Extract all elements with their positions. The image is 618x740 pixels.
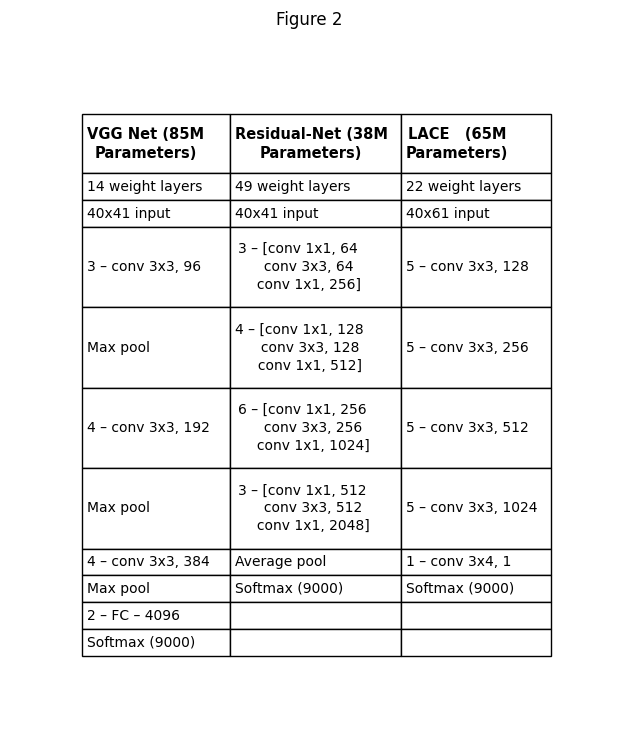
Text: Max pool: Max pool [87,340,150,354]
Bar [401,227,551,307]
Text: Softmax (9000): Softmax (9000) [87,636,195,650]
Bar [230,468,401,548]
Bar [401,468,551,548]
Text: 3 – [conv 1x1, 64
     conv 3x3, 64
     conv 1x1, 256]: 3 – [conv 1x1, 64 conv 3x3, 64 conv 1x1,… [235,242,361,292]
Text: Softmax (9000): Softmax (9000) [406,582,514,596]
Text: VGG Net (85M
Parameters): VGG Net (85M Parameters) [87,127,204,161]
Bar [230,173,401,201]
Bar [82,468,230,548]
Bar [82,115,230,173]
Bar [401,602,551,629]
Text: 4 – [conv 1x1, 128
     conv 3x3, 128
     conv 1x1, 512]: 4 – [conv 1x1, 128 conv 3x3, 128 conv 1x… [235,323,363,372]
Text: 5 – conv 3x3, 128: 5 – conv 3x3, 128 [406,260,529,275]
Text: Max pool: Max pool [87,582,150,596]
Bar [82,173,230,201]
Bar [82,548,230,576]
Bar [82,629,230,656]
Text: Max pool: Max pool [87,502,150,515]
Text: 5 – conv 3x3, 1024: 5 – conv 3x3, 1024 [406,502,538,515]
Text: 5 – conv 3x3, 256: 5 – conv 3x3, 256 [406,340,529,354]
Text: 3 – conv 3x3, 96: 3 – conv 3x3, 96 [87,260,201,275]
Bar [230,629,401,656]
Bar [401,629,551,656]
Text: LACE   (65M
Parameters): LACE (65M Parameters) [406,127,509,161]
Bar [82,388,230,468]
Bar [401,548,551,576]
Bar [82,602,230,629]
Bar [401,388,551,468]
Text: 5 – conv 3x3, 512: 5 – conv 3x3, 512 [406,421,529,435]
Text: Softmax (9000): Softmax (9000) [235,582,343,596]
Bar [82,201,230,227]
Text: 14 weight layers: 14 weight layers [87,180,202,194]
Text: 40x41 input: 40x41 input [235,206,318,221]
Bar [230,576,401,602]
Bar [230,602,401,629]
Text: 40x41 input: 40x41 input [87,206,171,221]
Text: 22 weight layers: 22 weight layers [406,180,521,194]
Text: 3 – [conv 1x1, 512
     conv 3x3, 512
     conv 1x1, 2048]: 3 – [conv 1x1, 512 conv 3x3, 512 conv 1x… [235,483,370,534]
Bar [230,227,401,307]
Bar [82,227,230,307]
Bar [230,201,401,227]
Bar [401,173,551,201]
Text: Residual-Net (38M
Parameters): Residual-Net (38M Parameters) [235,127,387,161]
Bar [82,576,230,602]
Bar [230,388,401,468]
Bar [230,115,401,173]
Text: Average pool: Average pool [235,555,326,569]
Text: Figure 2: Figure 2 [276,11,342,29]
Bar [82,307,230,388]
Text: 4 – conv 3x3, 384: 4 – conv 3x3, 384 [87,555,210,569]
Text: 40x61 input: 40x61 input [406,206,489,221]
Text: 4 – conv 3x3, 192: 4 – conv 3x3, 192 [87,421,210,435]
Bar [401,307,551,388]
Bar [401,115,551,173]
Text: 2 – FC – 4096: 2 – FC – 4096 [87,608,180,622]
Bar [401,576,551,602]
Bar [401,201,551,227]
Text: 6 – [conv 1x1, 256
     conv 3x3, 256
     conv 1x1, 1024]: 6 – [conv 1x1, 256 conv 3x3, 256 conv 1x… [235,403,370,453]
Bar [230,548,401,576]
Text: 49 weight layers: 49 weight layers [235,180,350,194]
Bar [230,307,401,388]
Text: 1 – conv 3x4, 1: 1 – conv 3x4, 1 [406,555,511,569]
